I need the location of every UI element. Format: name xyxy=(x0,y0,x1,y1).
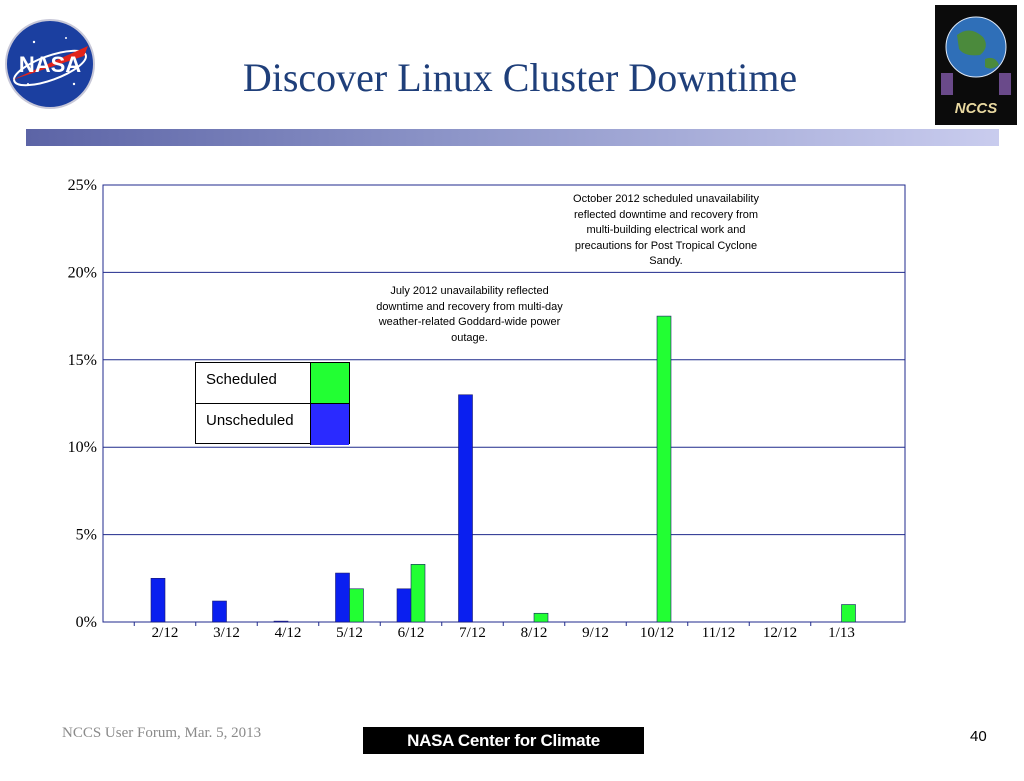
x-tick-label: 7/12 xyxy=(459,625,486,641)
nccs-logo: NCCS xyxy=(935,5,1017,125)
x-tick-label: 3/12 xyxy=(213,625,240,641)
legend-label-scheduled: Scheduled xyxy=(206,371,277,388)
x-tick-label: 10/12 xyxy=(640,625,674,641)
july-annotation: July 2012 unavailability reflected downt… xyxy=(376,285,563,344)
bar-unscheduled-3-12 xyxy=(212,600,227,623)
x-tick-label: 6/12 xyxy=(398,625,425,641)
legend-item-unscheduled: Unscheduled xyxy=(196,404,349,445)
title-divider-bar xyxy=(26,129,999,146)
legend-swatch-unscheduled xyxy=(310,404,349,445)
y-tick-labels: 0% 5% 10% 15% 20% 25% xyxy=(68,177,97,631)
bar-scheduled-5-12 xyxy=(349,588,364,623)
legend-item-scheduled: Scheduled xyxy=(196,363,349,404)
bar-unscheduled-2-12 xyxy=(150,577,166,623)
x-tick-label: 12/12 xyxy=(763,625,797,641)
bar-unscheduled-5-12 xyxy=(335,572,350,623)
x-tick-labels: 2/12 3/12 4/12 5/12 6/12 7/12 8/12 9/12 10/12 11/… xyxy=(133,622,855,641)
y-tick-label: 15% xyxy=(68,352,97,369)
nasa-logo-text: NASA xyxy=(19,52,81,77)
bar-scheduled-6-12 xyxy=(410,564,426,623)
plot-area-border xyxy=(102,184,906,623)
october-annotation: October 2012 scheduled unavailability re… xyxy=(573,193,759,267)
bar-scheduled-8-12 xyxy=(533,612,549,623)
legend-divider xyxy=(196,403,349,404)
x-tick-label: 5/12 xyxy=(336,625,363,641)
y-tick-label: 20% xyxy=(68,264,97,281)
bar-unscheduled-7-12 xyxy=(458,394,473,623)
grid-layer xyxy=(103,271,905,536)
y-tick-label: 10% xyxy=(68,439,97,456)
x-tick-label: 8/12 xyxy=(521,625,548,641)
legend-label-unscheduled: Unscheduled xyxy=(206,412,294,429)
x-tick-label: 2/12 xyxy=(152,625,179,641)
bar-unscheduled-4-12 xyxy=(273,620,289,623)
x-tick-label: 11/12 xyxy=(702,625,736,641)
nccs-logo-text: NCCS xyxy=(955,100,998,117)
page-number: 40 xyxy=(970,728,987,745)
legend-swatch-scheduled xyxy=(310,363,349,404)
bars-layer xyxy=(150,315,856,623)
footer-event-text: NCCS User Forum, Mar. 5, 2013 xyxy=(62,725,262,741)
footer-nccs-logo: NASA Center for Climate Simulation xyxy=(363,727,644,777)
x-tick-label: 1/13 xyxy=(828,625,855,641)
y-tick-label: 0% xyxy=(76,614,97,631)
y-tick-label: 5% xyxy=(76,527,97,544)
page-title: Discover Linux Cluster Downtime xyxy=(242,55,798,100)
y-tick-label: 25% xyxy=(68,177,97,194)
nasa-logo: NASA xyxy=(5,19,95,109)
bar-scheduled-1-13 xyxy=(841,604,856,623)
chart-legend: Scheduled Unscheduled xyxy=(195,362,350,445)
x-tick-label: 4/12 xyxy=(275,625,302,641)
bar-scheduled-10-12 xyxy=(656,315,672,623)
bar-unscheduled-6-12 xyxy=(396,588,412,623)
x-tick-label: 9/12 xyxy=(582,625,609,641)
